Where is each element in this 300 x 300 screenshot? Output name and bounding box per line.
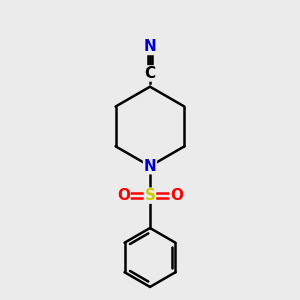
Text: C: C <box>144 66 156 81</box>
Text: N: N <box>144 39 156 54</box>
Text: N: N <box>144 159 156 174</box>
Text: O: O <box>117 188 130 203</box>
Text: O: O <box>170 188 183 203</box>
Text: S: S <box>145 188 155 203</box>
